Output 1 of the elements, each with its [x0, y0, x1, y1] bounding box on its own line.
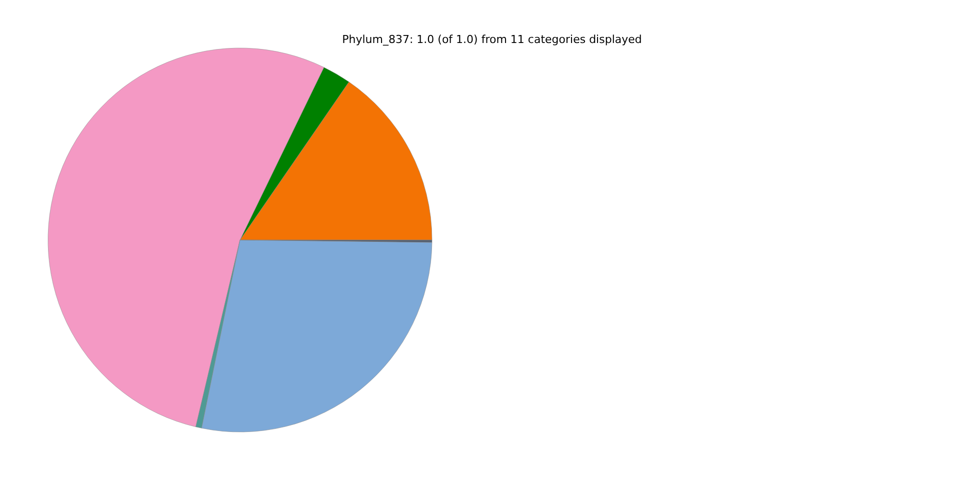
text: Phylum_837: 1.0 (of 1.0) from 11 categories displayed [342, 33, 642, 46]
